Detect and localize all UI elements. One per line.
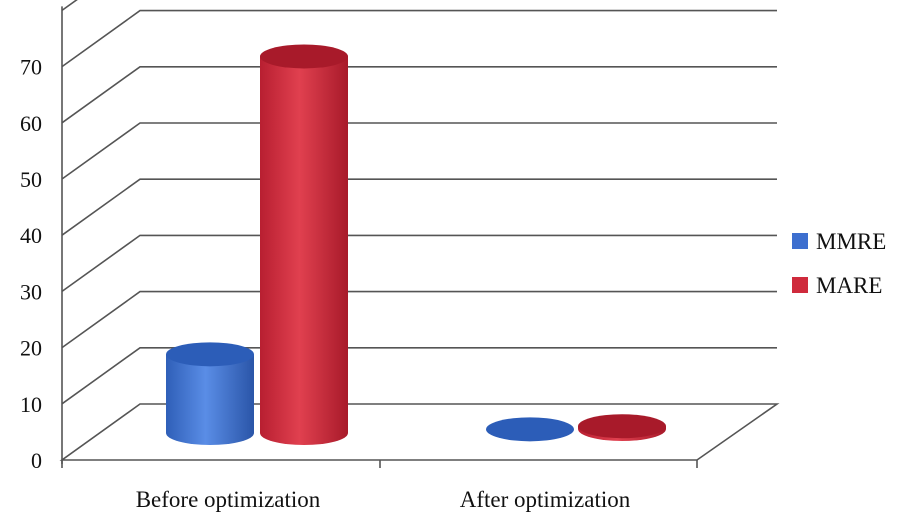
legend-swatch xyxy=(792,277,808,293)
y-tick-label: 40 xyxy=(20,223,42,248)
y-tick-label: 20 xyxy=(20,336,42,361)
y-tick-labels: 0 10 20 30 40 50 60 70 xyxy=(20,55,42,473)
gridlines xyxy=(61,0,777,405)
legend-label: MMRE xyxy=(816,229,886,254)
bar-mare-after xyxy=(578,414,666,441)
bar-mmre-after xyxy=(486,417,574,442)
y-tick-label: 70 xyxy=(20,55,42,80)
bar-mare-before xyxy=(260,44,348,446)
x-tick-label: Before optimization xyxy=(136,487,321,512)
gridline xyxy=(61,234,777,293)
gridline xyxy=(61,0,78,12)
y-tick-label: 60 xyxy=(20,111,42,136)
y-tick-label: 0 xyxy=(31,448,42,473)
legend-swatch xyxy=(792,233,808,249)
bars xyxy=(166,44,666,446)
gridline xyxy=(61,290,777,349)
floor xyxy=(59,403,780,461)
x-tick-labels: Before optimization After optimization xyxy=(136,487,631,512)
gridline xyxy=(61,347,777,405)
y-tick-label: 30 xyxy=(20,279,42,304)
x-tick-label: After optimization xyxy=(460,487,631,512)
axes xyxy=(59,6,780,468)
gridline xyxy=(61,9,777,68)
gridline xyxy=(61,178,777,236)
gridline xyxy=(61,122,777,180)
y-tick-label: 50 xyxy=(20,167,42,192)
legend-label: MARE xyxy=(816,273,882,298)
gridline xyxy=(61,66,777,124)
y-tick-label: 10 xyxy=(20,392,42,417)
bar-mmre-before xyxy=(166,342,254,445)
legend: MMRE MARE xyxy=(792,229,886,298)
